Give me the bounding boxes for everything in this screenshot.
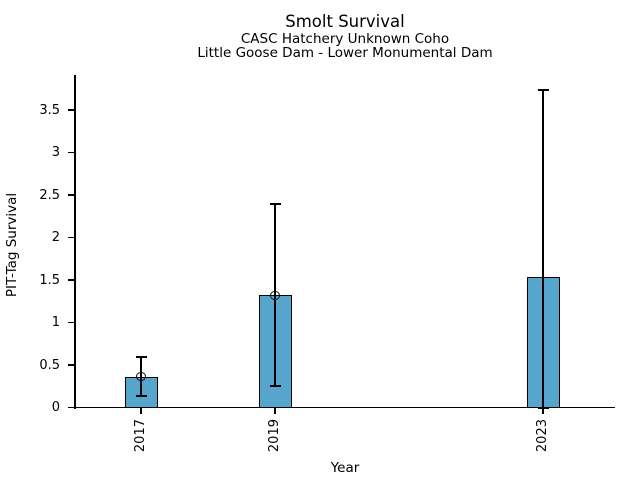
y-tick-label: 0.5 xyxy=(39,357,60,373)
y-tick xyxy=(67,279,74,281)
error-bar-cap-bottom xyxy=(269,385,281,388)
y-tick xyxy=(67,109,74,111)
y-tick xyxy=(67,151,74,154)
x-tick xyxy=(542,408,544,415)
y-tick-label: 3.5 xyxy=(39,102,60,118)
error-bar-line xyxy=(542,90,544,408)
marker-circle xyxy=(270,290,280,300)
x-axis-label: Year xyxy=(330,460,360,476)
error-bar-cap-top xyxy=(135,355,147,358)
x-tick xyxy=(140,408,142,415)
x-tick-label: 2023 xyxy=(535,418,550,452)
y-tick xyxy=(67,236,74,239)
y-tick-label: 1.5 xyxy=(39,272,60,288)
marker-circle xyxy=(136,372,146,382)
chart-title: Smolt Survival xyxy=(285,12,405,31)
error-bar-cap-bottom xyxy=(135,395,147,398)
y-axis-line xyxy=(74,75,76,409)
x-tick-label: 2019 xyxy=(267,418,282,452)
x-tick xyxy=(274,408,276,415)
error-bar-cap-top xyxy=(537,89,549,92)
y-tick-label: 0 xyxy=(51,400,60,415)
y-tick-label: 3 xyxy=(51,145,60,160)
error-bar-cap-top xyxy=(269,203,281,206)
chart-subtitle-line2: Little Goose Dam - Lower Monumental Dam xyxy=(197,45,493,61)
y-tick-label: 2.5 xyxy=(39,187,60,203)
x-axis-line xyxy=(74,406,615,409)
y-tick xyxy=(67,194,74,196)
y-tick xyxy=(67,321,74,324)
x-tick-label: 2017 xyxy=(133,418,148,452)
y-tick-label: 1 xyxy=(51,315,60,330)
y-tick-label: 2 xyxy=(51,230,60,245)
y-tick xyxy=(67,364,74,366)
chart-subtitle-line1: CASC Hatchery Unknown Coho xyxy=(240,30,450,47)
y-tick xyxy=(67,406,74,409)
error-bar-cap-bottom xyxy=(537,406,549,409)
